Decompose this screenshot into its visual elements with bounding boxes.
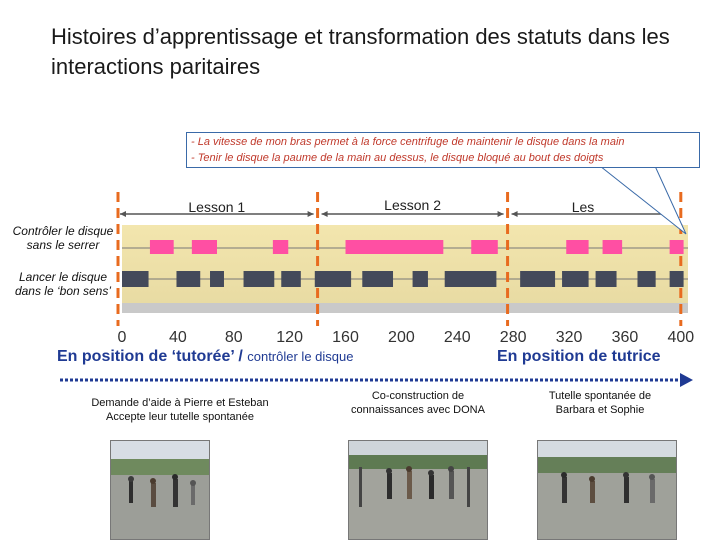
note-help-request: Demande d’aide à Pierre et Esteban Accep… [91,397,269,423]
note-spontaneous-tutoring: Tutelle spontanée de Barbara et Sophie [548,390,652,416]
slide-title: Histoires d’apprentissage et transformat… [51,24,670,79]
lesson-arrow-left-1 [120,211,126,217]
photo-field-2 [348,440,488,540]
lesson-arrow-left-2 [321,211,328,217]
heading-tutored: En position de ‘tutorée’ / contrôler le … [57,348,477,366]
x-tick-120: 120 [276,329,303,346]
callout-box: - La vitesse de mon bras permet à la for… [186,132,700,168]
x-tick-80: 80 [225,329,243,346]
segment-row1-6 [566,240,589,254]
segment-row2-3 [210,271,224,287]
x-tick-160: 160 [332,329,359,346]
x-tick-320: 320 [556,329,583,346]
lesson-label-1: Lesson 1 [188,199,245,215]
segment-row1-5 [471,240,498,254]
plot-area-shadow [122,303,688,313]
lesson-label-2: Lesson 2 [384,197,441,213]
callout-line-1: - La vitesse de mon bras permet à la for… [191,136,625,148]
segment-row2-12 [595,271,617,287]
x-tick-400: 400 [667,329,694,346]
x-tick-200: 200 [388,329,415,346]
segment-row2-14 [669,271,684,287]
x-tick-240: 240 [444,329,471,346]
lesson-arrow-right-1 [307,211,314,217]
segment-row2-13 [637,271,656,287]
photo-field-3 [537,440,677,540]
segment-row1-8 [669,240,684,254]
lesson-arrow-left-3 [511,211,518,217]
segment-row2-10 [520,271,556,287]
segment-row2-5 [281,271,301,287]
callout-line-2: - Tenir le disque la paume de la main au… [191,152,604,164]
segment-row2-6 [314,271,352,287]
x-tick-280: 280 [500,329,527,346]
heading-tutor: En position de tutrice [497,348,661,365]
row-label-control-disc: Contrôler le disque sans le serrer [12,224,114,252]
segment-row2-2 [176,271,201,287]
row-label-throw-direction: Lancer le disque dans le ‘bon sens’ [14,270,112,298]
x-tick-360: 360 [612,329,639,346]
segment-row1-4 [345,240,444,254]
segment-row2-1 [122,271,149,287]
segment-row1-3 [272,240,289,254]
segment-row1-7 [602,240,623,254]
x-tick-0: 0 [118,329,127,346]
segment-row1-2 [191,240,217,254]
lesson-arrow-right-2 [497,211,504,217]
timeline-arrow-head [680,373,693,387]
heading-tutored-sub: contrôler le disque [247,349,354,364]
segment-row2-9 [444,271,497,287]
x-tick-40: 40 [169,329,187,346]
row-labels-panel [0,225,122,303]
lesson-label-3: Les [572,199,595,215]
note-co-construction: Co-construction de connaissances avec DO… [351,390,485,416]
heading-tutored-main: En position de ‘tutorée’ / [57,348,248,365]
segment-row2-11 [562,271,589,287]
segment-row1-1 [149,240,174,254]
segment-row2-4 [243,271,275,287]
segment-row2-7 [362,271,394,287]
segment-row2-8 [412,271,428,287]
plot-area [122,225,688,303]
photo-field-1 [110,440,210,540]
